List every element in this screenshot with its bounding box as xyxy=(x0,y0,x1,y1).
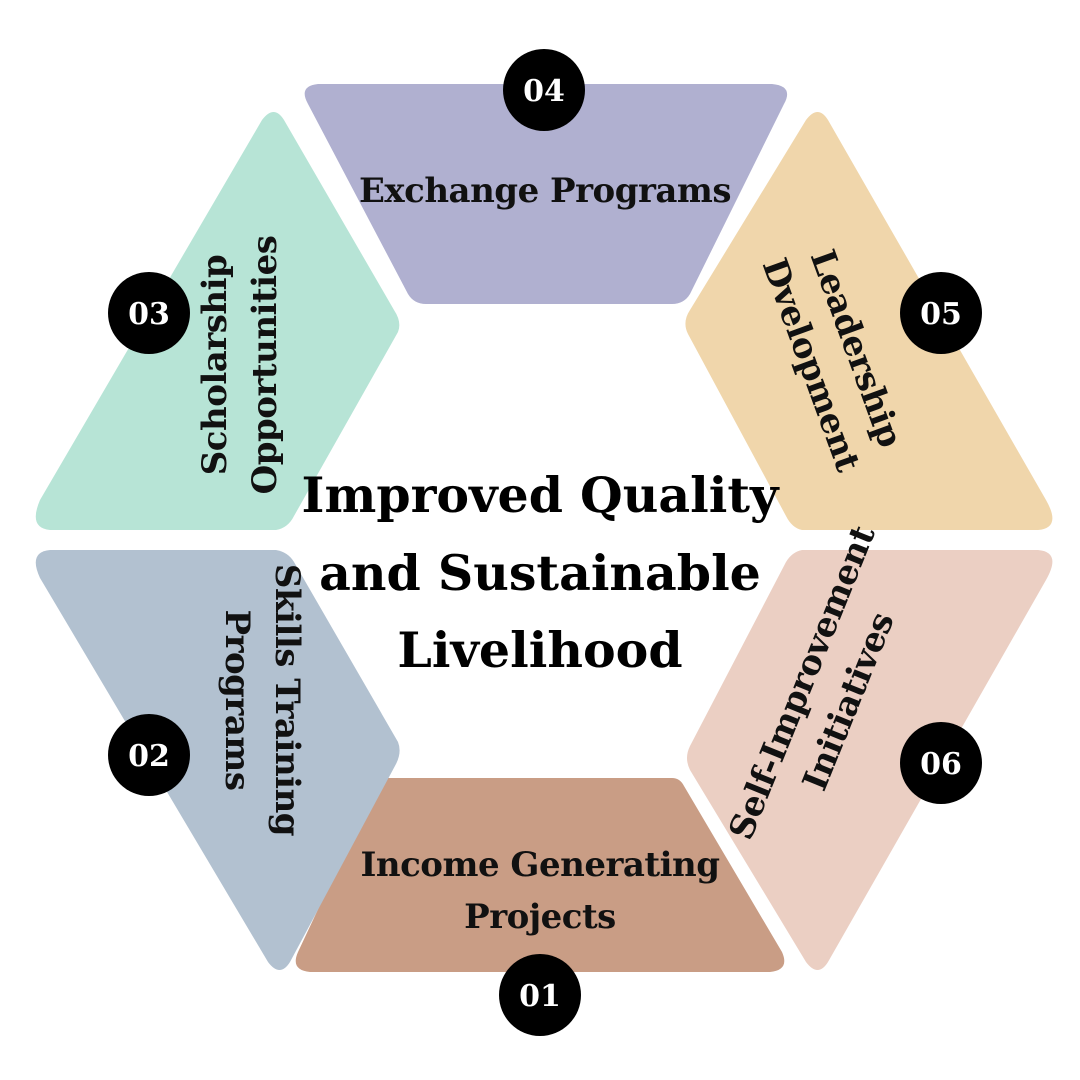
badge-05: 05 xyxy=(900,272,982,354)
segment-05-shape xyxy=(685,112,1053,530)
badge-01-circle xyxy=(499,954,581,1036)
badge-05-number: 05 xyxy=(920,297,962,332)
segment-01-label-line-2: Projects xyxy=(464,897,616,937)
segment-01-shape xyxy=(295,778,785,972)
badge-04-number: 04 xyxy=(523,74,565,109)
badge-01-number: 01 xyxy=(519,979,561,1014)
segment-01-label-line-1: Income Generating xyxy=(360,845,719,885)
badge-02-circle xyxy=(108,714,190,796)
badge-06: 06 xyxy=(900,722,982,804)
segment-02-shape xyxy=(35,550,400,970)
segment-02-label-line-2: Programs xyxy=(217,610,257,791)
segment-04-shape xyxy=(304,84,788,304)
badge-02-number: 02 xyxy=(128,739,170,774)
badge-06-number: 06 xyxy=(920,747,962,782)
badge-06-circle xyxy=(900,722,982,804)
badge-04-circle xyxy=(503,49,585,131)
segment-06-shape xyxy=(687,550,1053,970)
badge-04: 04 xyxy=(503,49,585,131)
badge-01: 01 xyxy=(499,954,581,1036)
badge-02: 02 xyxy=(108,714,190,796)
segment-04-label-line-1: Exchange Programs xyxy=(359,171,731,211)
badge-03: 03 xyxy=(108,272,190,354)
badge-03-number: 03 xyxy=(128,297,170,332)
segment-03-label-line-2: Opportunities xyxy=(245,236,285,495)
center-title-line-1: Improved Quality xyxy=(302,466,780,524)
center-title-line-2: and Sustainable xyxy=(319,544,761,602)
badge-03-circle xyxy=(108,272,190,354)
center-title-line-3: Livelihood xyxy=(397,621,682,679)
segment-03-label-line-1: Scholarship xyxy=(195,255,235,476)
badge-05-circle xyxy=(900,272,982,354)
segment-03-shape xyxy=(35,112,400,530)
segment-02-label-line-1: Skills Training xyxy=(267,564,307,836)
